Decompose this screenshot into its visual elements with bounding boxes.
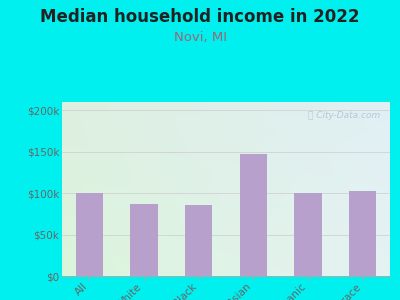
Bar <box>240 154 267 276</box>
Text: ⓘ City-Data.com: ⓘ City-Data.com <box>308 111 380 120</box>
Bar <box>349 191 376 276</box>
Text: Median household income in 2022: Median household income in 2022 <box>40 8 360 26</box>
Bar <box>76 193 103 276</box>
Bar <box>185 205 212 276</box>
Text: Novi, MI: Novi, MI <box>174 32 226 44</box>
Bar <box>130 204 158 276</box>
Bar <box>294 193 322 276</box>
